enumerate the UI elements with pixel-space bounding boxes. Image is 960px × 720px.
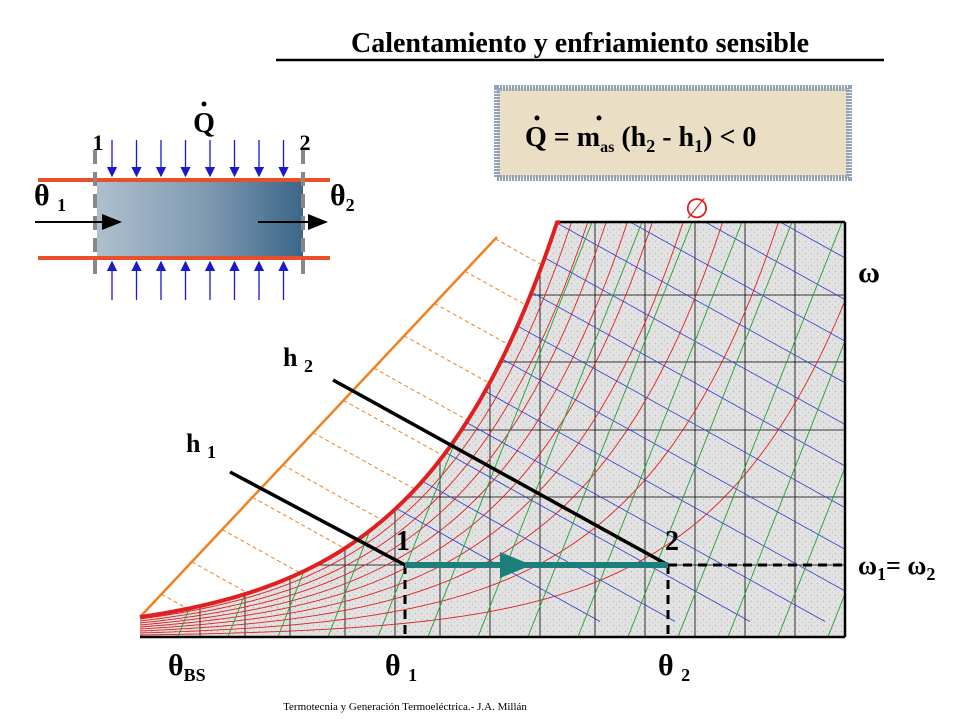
volume-line (870, 202, 960, 657)
saturation-curve (139, 220, 561, 619)
enthalpy-dash (252, 496, 347, 550)
humidity-curve (140, 300, 845, 636)
outlet-label: 2 (300, 130, 311, 155)
theta-bs: θBS (168, 649, 206, 685)
h1-label: h 1 (186, 429, 216, 462)
enthalpy-dash (494, 238, 544, 266)
wet-bulb-line (149, 222, 845, 622)
volume-line (519, 222, 701, 637)
enthalpy-dash (282, 464, 384, 521)
humidity-curve (140, 222, 845, 624)
volume-line (669, 222, 845, 637)
volume-line (569, 222, 751, 637)
phi-label: ∅ (685, 194, 709, 225)
duct (97, 182, 303, 256)
formula-box (494, 85, 852, 181)
volume-line (719, 222, 845, 637)
wet-bulb-line (140, 222, 845, 622)
enthalpy-dash (161, 593, 190, 611)
h2-label: h 2 (283, 343, 313, 376)
formula: Q = mas (h2 - h1) < 0 (525, 122, 756, 156)
volume-line (419, 222, 601, 637)
point-2: 2 (665, 526, 679, 557)
enthalpy-dash (312, 432, 416, 490)
humidity-curve (140, 222, 845, 620)
theta-1: θ 1 (385, 649, 417, 685)
humidity-curve (140, 222, 845, 622)
enthalpy-dash (403, 335, 491, 384)
dot (596, 115, 602, 121)
inlet-label: 1 (93, 130, 104, 155)
wet-bulb-line (374, 222, 845, 622)
humidity-curve (140, 222, 845, 628)
h2-line (332, 378, 669, 567)
process-arrowhead (500, 552, 532, 578)
volume-line (619, 222, 801, 637)
enthalpy-scale (139, 236, 498, 618)
humidity-curve (140, 222, 845, 634)
enthalpy-dash (434, 303, 511, 347)
footer: Termotecnia y Generación Termoeléctrica.… (283, 701, 527, 713)
dot (201, 101, 207, 107)
enthalpy-dash (191, 561, 251, 595)
title: Calentamiento y enfriamiento sensible (351, 28, 809, 59)
theta-in: θ 1 (34, 179, 66, 215)
enthalpy-dash (343, 399, 444, 457)
theta-2: θ 2 (658, 649, 690, 685)
volume-line (469, 222, 651, 637)
wet-bulb-line (224, 222, 845, 622)
omega-eq: ω1= ω2 (858, 551, 935, 584)
heat-label: Q (193, 108, 215, 139)
humidity-curve (140, 222, 845, 632)
enthalpy-dash (373, 367, 469, 421)
humidity-curve (140, 222, 845, 630)
heat-exchanger (35, 140, 330, 300)
humidity-curve (140, 222, 845, 626)
point-1: 1 (396, 526, 410, 557)
enthalpy-dash (221, 529, 303, 575)
omega-label: ω (858, 256, 880, 289)
theta-out: θ2 (330, 179, 355, 215)
h1-line (229, 470, 406, 567)
dot (534, 115, 540, 121)
volume-line (769, 222, 845, 637)
enthalpy-dash (464, 270, 528, 307)
wet-bulb-line (299, 222, 845, 622)
